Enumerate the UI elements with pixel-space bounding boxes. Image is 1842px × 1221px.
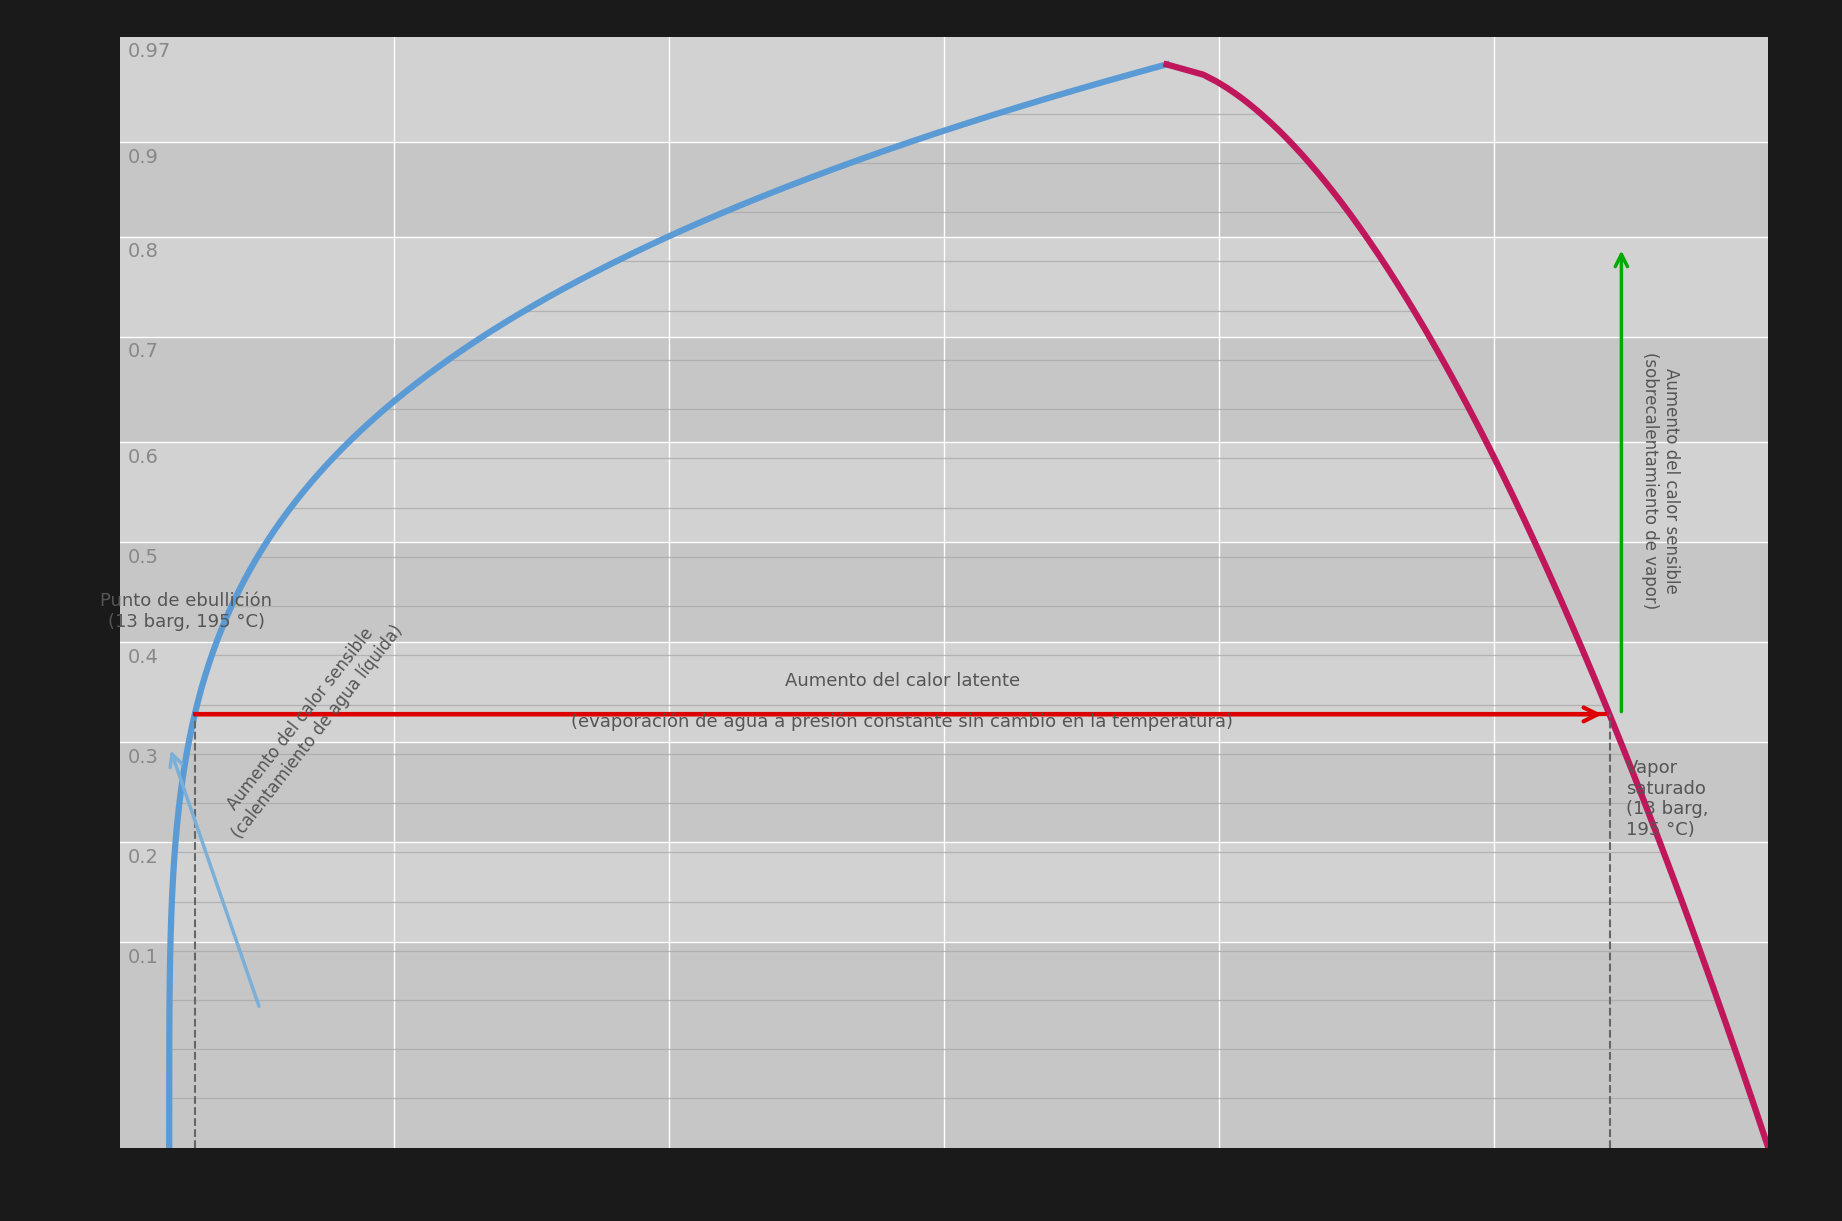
Bar <box>120 142 1768 237</box>
Text: 0.5: 0.5 <box>127 548 158 567</box>
Bar <box>120 237 1768 337</box>
Text: 0.8: 0.8 <box>127 242 158 261</box>
Text: 0.4: 0.4 <box>127 648 158 667</box>
Bar <box>120 37 1768 142</box>
Bar <box>120 442 1768 542</box>
Bar <box>120 742 1768 842</box>
Text: Vapor
saturado
(13 barg,
195 °C): Vapor saturado (13 barg, 195 °C) <box>1626 758 1709 839</box>
Bar <box>120 943 1768 1148</box>
Text: Aumento del calor sensible
(calentamiento de agua líquida): Aumento del calor sensible (calentamient… <box>212 609 407 842</box>
Text: 0.1: 0.1 <box>127 947 158 967</box>
Text: 0.7: 0.7 <box>127 342 158 361</box>
Bar <box>120 337 1768 442</box>
Text: 0.3: 0.3 <box>127 747 158 767</box>
Text: Aumento del calor latente: Aumento del calor latente <box>785 672 1020 690</box>
Bar <box>120 842 1768 943</box>
Text: 0.2: 0.2 <box>127 847 158 867</box>
Text: (evaporación de agua a presión constante sin cambio en la temperatura): (evaporación de agua a presión constante… <box>571 712 1232 730</box>
Text: 0.9: 0.9 <box>127 148 158 167</box>
Bar <box>120 542 1768 642</box>
Text: Aumento del calor sensible
(sobrecalentamiento de vapor): Aumento del calor sensible (sobrecalenta… <box>1641 353 1680 609</box>
Bar <box>120 642 1768 742</box>
Text: 0.97: 0.97 <box>127 43 171 61</box>
Text: Punto de ebullición
(13 barg, 195 °C): Punto de ebullición (13 barg, 195 °C) <box>99 592 273 631</box>
Text: 0.6: 0.6 <box>127 448 158 466</box>
